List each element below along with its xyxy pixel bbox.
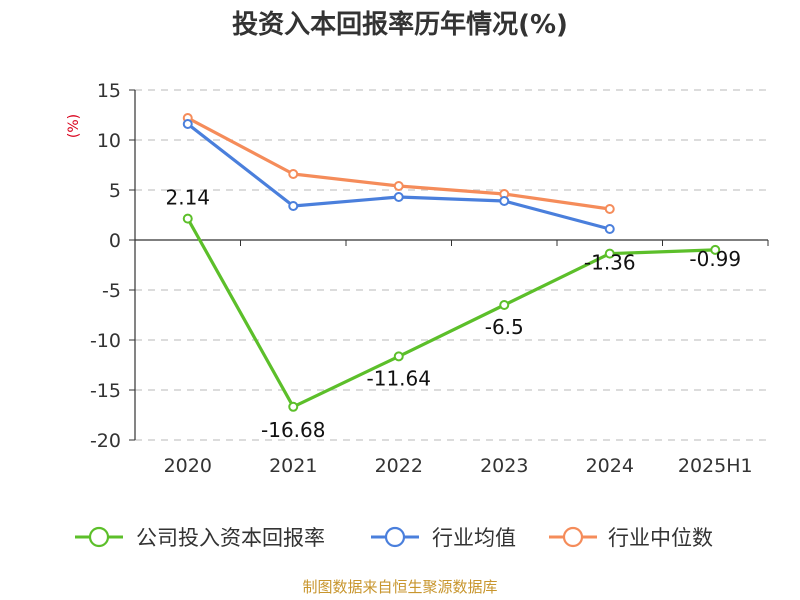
y-tick-label: 5	[109, 180, 121, 202]
legend[interactable]: 公司投入资本回报率 行业均值 行业中位数	[75, 526, 713, 550]
data-label: -6.5	[485, 315, 524, 339]
data-point	[393, 192, 404, 202]
x-tick-label: 2024	[586, 455, 634, 477]
data-point	[288, 169, 299, 179]
legend-swatch-marker[interactable]	[562, 526, 584, 548]
data-point	[604, 204, 615, 214]
data-point	[393, 351, 404, 362]
data-label: -16.68	[261, 418, 325, 442]
x-tick-label: 2020	[164, 455, 212, 477]
data-label: -0.99	[689, 247, 741, 271]
data-point	[604, 248, 615, 259]
grid	[135, 89, 768, 441]
data-label: 2.14	[165, 186, 210, 210]
series-line	[186, 217, 716, 409]
axes: 15 10 5 0 -5 -10 -15 -20 2020 2021 2022 2023 2024 202…	[90, 80, 769, 477]
data-point	[604, 224, 615, 234]
x-tick-label: 2025H1	[678, 455, 753, 477]
data-point	[499, 300, 510, 310]
source-note: 制图数据来自恒生聚源数据库	[302, 578, 497, 596]
data-point	[288, 201, 299, 211]
data-point	[710, 244, 721, 255]
x-tick-label: 2021	[269, 455, 317, 477]
data-point	[288, 401, 299, 412]
data-point	[182, 213, 193, 224]
data-label: -11.64	[367, 366, 431, 390]
legend-label[interactable]: 公司投入资本回报率	[136, 526, 325, 550]
y-tick-label: 0	[109, 230, 121, 252]
y-tick-label: -5	[102, 280, 121, 302]
data-point	[393, 181, 404, 191]
legend-swatch-marker[interactable]	[384, 526, 406, 548]
y-tick-label: -10	[90, 330, 121, 352]
legend-swatch-marker[interactable]	[88, 526, 110, 548]
data-point	[499, 196, 510, 206]
chart-title: 投资入本回报率历年情况(%)	[232, 9, 568, 40]
y-tick-label: -20	[90, 430, 121, 452]
y-tick-label: 15	[97, 80, 121, 102]
y-tick-label: 10	[97, 130, 121, 152]
x-tick-label: 2022	[375, 455, 423, 477]
data-labels: 2.14 -16.68 -11.64 -6.5 -1.36 -0.99	[165, 186, 741, 442]
y-axis-label: (%)	[66, 114, 82, 138]
legend-label[interactable]: 行业均值	[432, 526, 516, 550]
x-tick-label: 2023	[480, 455, 528, 477]
data-label: -1.36	[584, 251, 636, 275]
data-point	[182, 119, 193, 129]
series-group	[182, 113, 721, 412]
y-tick-label: -15	[90, 380, 121, 402]
legend-label[interactable]: 行业中位数	[608, 526, 713, 550]
